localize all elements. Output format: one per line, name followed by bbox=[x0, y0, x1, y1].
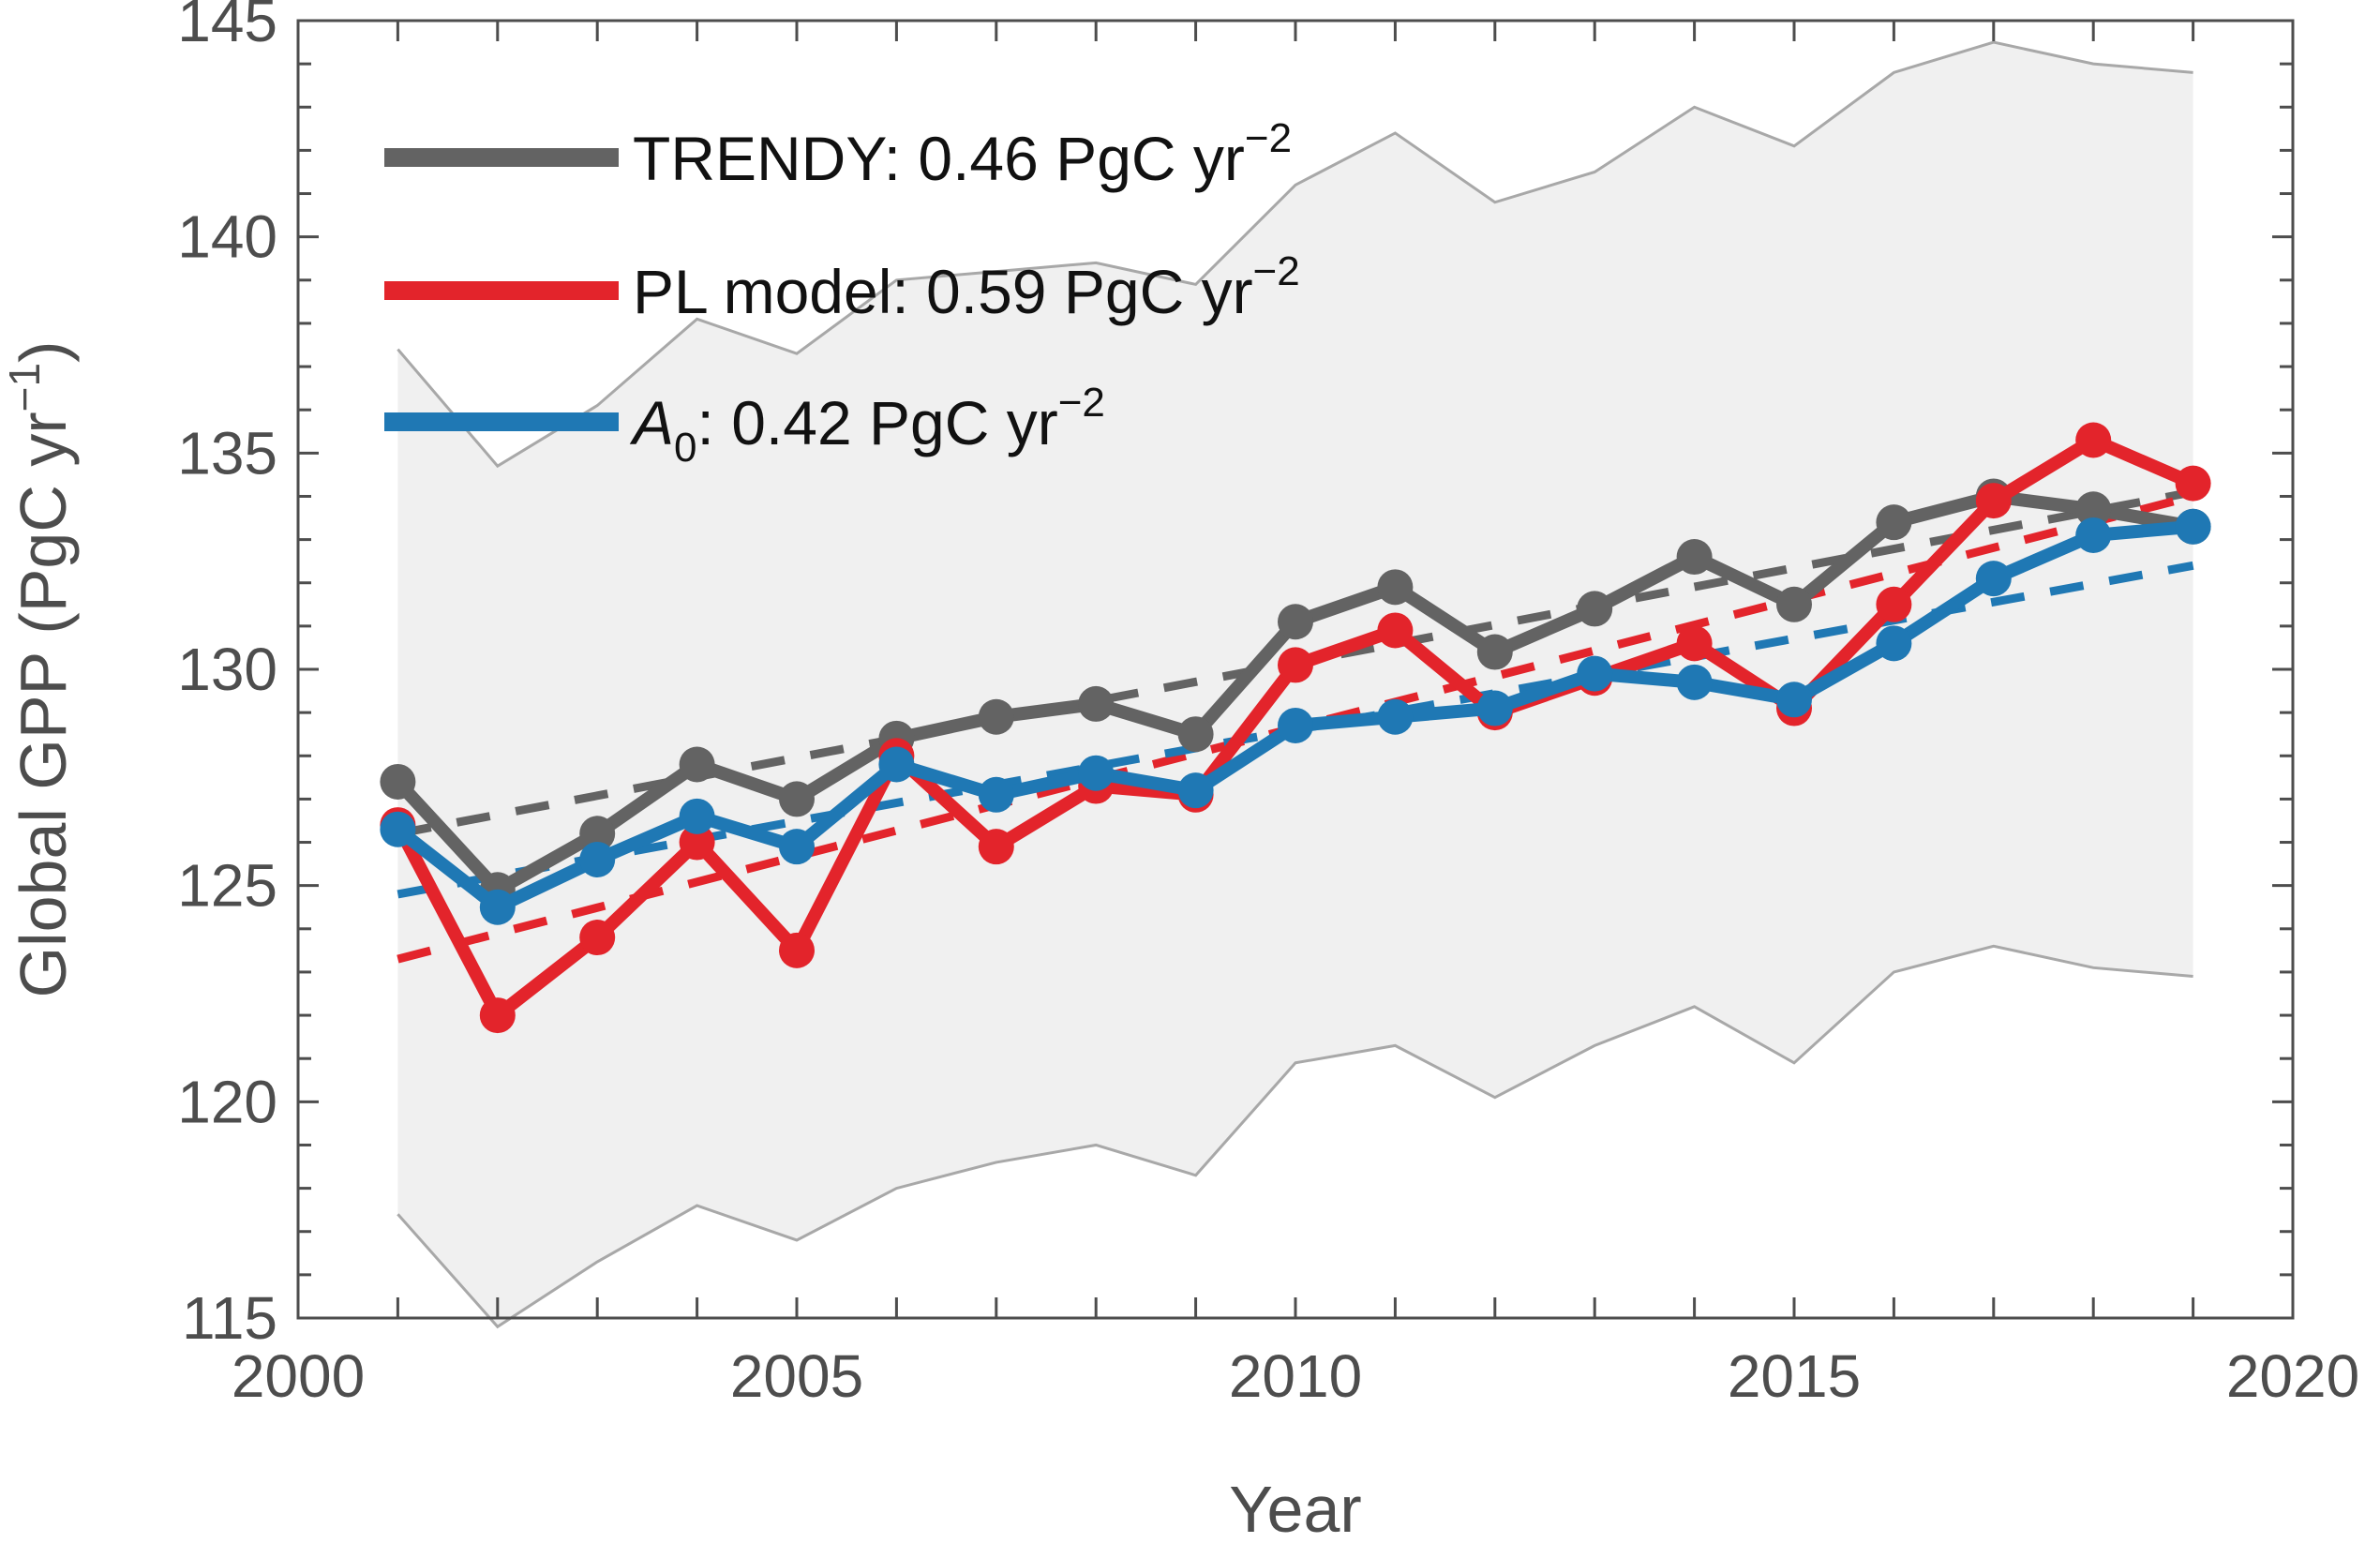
x-tick-label: 2005 bbox=[730, 1342, 863, 1410]
y-tick-label: 115 bbox=[182, 1284, 277, 1352]
point-pl-model-2017 bbox=[1975, 483, 2012, 519]
point-pl-model-2005 bbox=[779, 932, 815, 968]
y-tick-label: 125 bbox=[177, 852, 277, 920]
point-trendy-2008 bbox=[1078, 685, 1115, 722]
point-a0-2006 bbox=[878, 746, 915, 783]
point-trendy-2003 bbox=[579, 816, 616, 852]
point-a0-2005 bbox=[779, 829, 815, 865]
x-tick-label: 2015 bbox=[1728, 1342, 1861, 1410]
range-band-lower bbox=[397, 944, 2193, 1329]
point-pl-model-2016 bbox=[1876, 586, 1912, 622]
series-layer bbox=[380, 422, 2211, 1034]
y-axis-title-sup: −1 bbox=[0, 363, 49, 412]
range-band-layer bbox=[397, 40, 2193, 1329]
point-trendy-2012 bbox=[1476, 634, 1513, 670]
x-tick-label: 2010 bbox=[1229, 1342, 1362, 1410]
point-a0-2016 bbox=[1876, 625, 1912, 662]
point-pl-model-2004 bbox=[679, 824, 715, 861]
point-trendy-2018 bbox=[2075, 491, 2112, 528]
point-pl-model-2002 bbox=[479, 997, 516, 1034]
y-axis-title-main: Global GPP (PgC yr bbox=[7, 412, 80, 997]
point-a0-2015 bbox=[1776, 682, 1812, 718]
legend: TRENDY: 0.46 PgC yr−2 PL model: 0.59 PgC … bbox=[384, 115, 1300, 471]
y-tick-label: 145 bbox=[177, 0, 277, 54]
y-axis-title-tail: ) bbox=[7, 341, 80, 363]
legend-label-pl-model: PL model: 0.59 PgC yr−2 bbox=[633, 248, 1300, 326]
point-a0-2017 bbox=[1975, 561, 2012, 597]
point-trendy-2009 bbox=[1177, 716, 1214, 753]
axes-layer: 2000 2005 2010 2015 2020 115 120 125 130 135 140 14… bbox=[177, 0, 2359, 1410]
range-band-fill bbox=[397, 42, 2193, 1327]
point-a0-2019 bbox=[2175, 508, 2211, 545]
legend-label-a0: A0: 0.42 PgC yr−2 bbox=[629, 380, 1105, 471]
point-trendy-2016 bbox=[1876, 504, 1912, 541]
y-axis-title: Global GPP (PgC yr−1) bbox=[0, 341, 80, 998]
point-pl-model-2011 bbox=[1377, 612, 1414, 649]
point-pl-model-2014 bbox=[1676, 625, 1713, 662]
point-a0-2008 bbox=[1078, 755, 1115, 791]
y-tick-label: 140 bbox=[177, 203, 277, 271]
point-pl-model-2018 bbox=[2075, 422, 2112, 458]
range-band-upper bbox=[397, 40, 2193, 469]
y-tick-label: 135 bbox=[177, 419, 277, 487]
point-a0-2014 bbox=[1676, 664, 1713, 700]
point-a0-2018 bbox=[2075, 517, 2112, 553]
x-tick-label: 2000 bbox=[232, 1342, 365, 1410]
point-a0-2012 bbox=[1476, 690, 1513, 727]
point-pl-model-2007 bbox=[978, 829, 1014, 865]
point-trendy-2001 bbox=[380, 763, 416, 800]
point-a0-2001 bbox=[380, 811, 416, 847]
point-pl-model-2003 bbox=[579, 920, 616, 956]
point-trendy-2004 bbox=[679, 746, 715, 783]
y-tick-label: 120 bbox=[177, 1068, 277, 1135]
point-a0-2007 bbox=[978, 776, 1014, 813]
point-a0-2013 bbox=[1577, 655, 1613, 692]
point-a0-2011 bbox=[1377, 698, 1414, 735]
y-tick-label: 130 bbox=[177, 636, 277, 703]
point-a0-2002 bbox=[479, 889, 516, 925]
legend-label-trendy: TRENDY: 0.46 PgC yr−2 bbox=[633, 115, 1292, 193]
point-trendy-2007 bbox=[978, 698, 1014, 735]
point-a0-2009 bbox=[1177, 772, 1214, 809]
point-trendy-2011 bbox=[1377, 569, 1414, 606]
x-axis-title: Year bbox=[1229, 1473, 1361, 1543]
point-trendy-2005 bbox=[779, 781, 815, 817]
point-trendy-2014 bbox=[1676, 539, 1713, 576]
point-trendy-2013 bbox=[1577, 591, 1613, 627]
point-a0-2003 bbox=[579, 841, 616, 877]
point-pl-model-2010 bbox=[1278, 647, 1313, 683]
point-a0-2004 bbox=[679, 798, 715, 834]
point-trendy-2010 bbox=[1278, 604, 1313, 640]
point-trendy-2015 bbox=[1776, 586, 1812, 622]
point-a0-2010 bbox=[1278, 707, 1313, 743]
point-pl-model-2019 bbox=[2175, 465, 2211, 502]
x-tick-label: 2020 bbox=[2226, 1342, 2359, 1410]
